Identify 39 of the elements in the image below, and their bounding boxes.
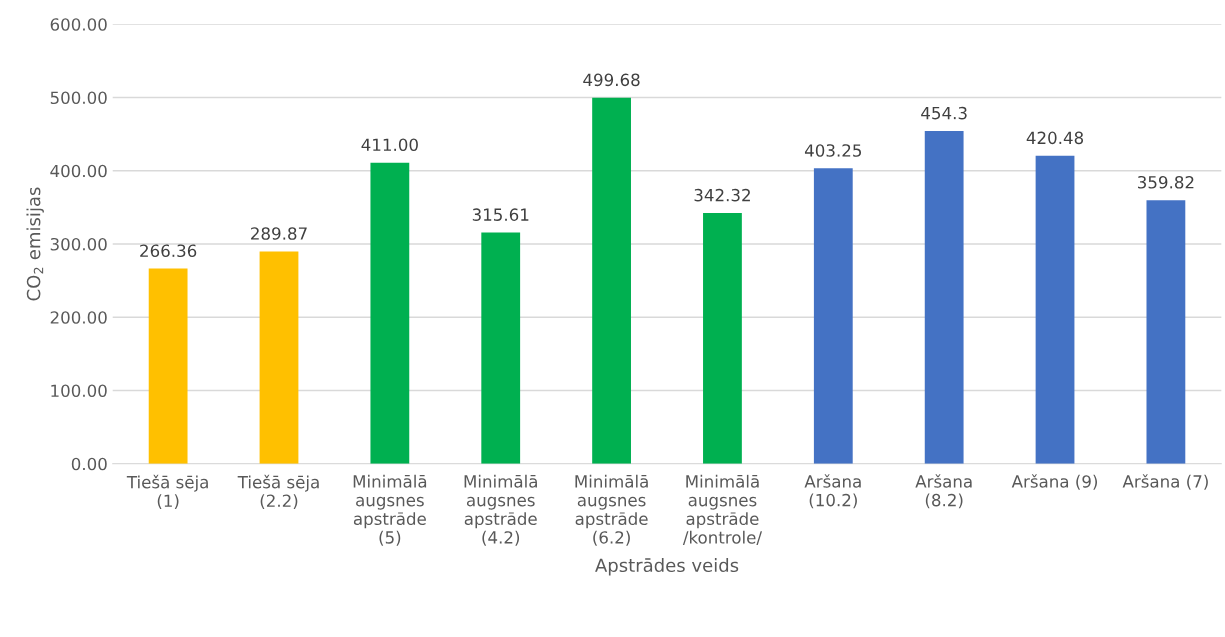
y-tick-label: 200.00 — [50, 311, 107, 324]
bar — [370, 162, 410, 464]
y-tick-label: 0.00 — [71, 457, 107, 471]
x-tick-label: Minimālā augsnes apstrāde (4.2) — [464, 474, 537, 546]
x-tick-label: Minimālā augsnes apstrāde (6.2) — [575, 474, 648, 546]
data-label: 315.61 — [472, 208, 529, 221]
bar — [481, 232, 521, 464]
bar — [1035, 155, 1075, 464]
bar — [259, 251, 299, 464]
data-label: 266.36 — [140, 244, 197, 258]
x-axis-title: Apstrādes veids — [595, 558, 739, 576]
y-tick-label: 400.00 — [50, 164, 107, 178]
x-tick-label: Aršana (8.2) — [915, 474, 972, 509]
x-tick-label: Minimālā augsnes apstrāde (5) — [353, 474, 427, 546]
data-label: 359.82 — [1138, 175, 1194, 189]
x-tick-label: Tiešā sēja (2.2) — [237, 474, 319, 510]
x-tick-label: Aršana (10.2) — [804, 474, 861, 509]
y-axis-title: CO$_{2}$ emisijas — [26, 187, 44, 301]
y-tick-label: 100.00 — [51, 384, 107, 398]
bar — [592, 97, 631, 464]
data-label: 342.32 — [694, 188, 750, 202]
y-tick-label: 300.00 — [50, 237, 107, 251]
data-label: 411.00 — [361, 138, 418, 152]
bar — [813, 168, 853, 464]
data-label: 289.87 — [251, 227, 307, 240]
data-label: 403.25 — [804, 144, 862, 157]
data-label: 454.3 — [921, 106, 967, 120]
x-tick-label: Minimālā augsnes apstrāde /kontrole/ — [682, 474, 763, 546]
bar — [924, 130, 964, 464]
bar — [703, 212, 742, 464]
x-tick-label: Aršana (9) — [1011, 474, 1098, 490]
data-label: 420.48 — [1026, 131, 1084, 145]
x-tick-label: Tiešā sēja (1) — [126, 474, 208, 510]
y-tick-label: 600.00 — [50, 18, 107, 31]
bar — [1146, 200, 1186, 464]
x-tick-label: Aršana (7) — [1122, 474, 1208, 490]
bar — [148, 268, 188, 464]
y-tick-label: 500.00 — [50, 91, 107, 105]
data-label: 499.68 — [583, 73, 640, 87]
